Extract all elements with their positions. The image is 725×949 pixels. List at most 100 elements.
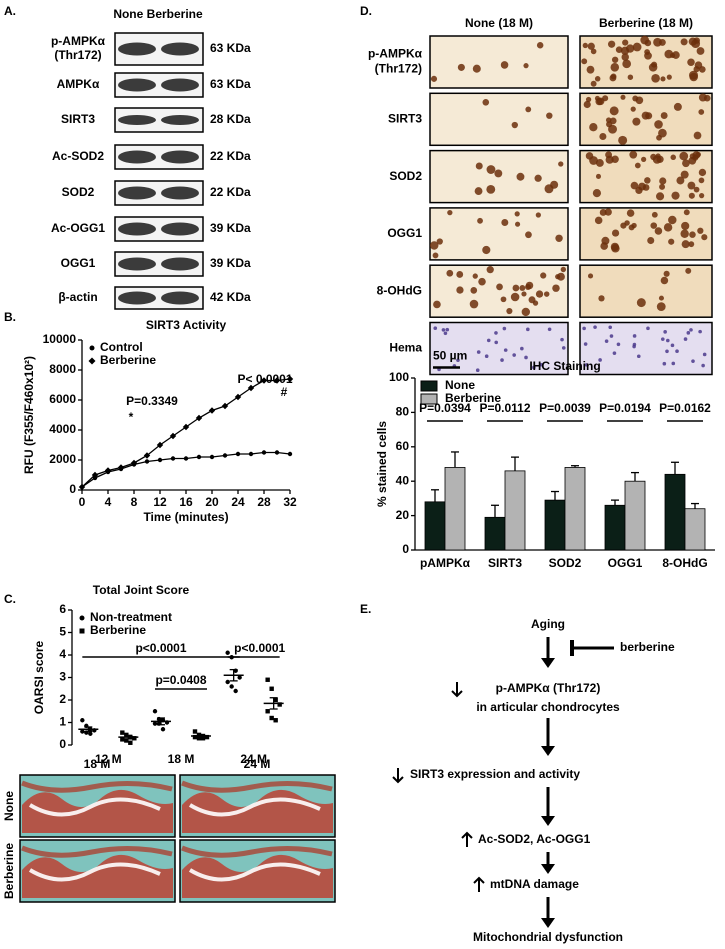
blot-label: β-actin (58, 290, 97, 304)
ihc-cell (526, 327, 530, 332)
ihc-cell (686, 331, 691, 335)
blot-band (118, 150, 156, 164)
y-tick-label: 4 (59, 647, 66, 661)
ihc-cell (624, 220, 630, 226)
x-tick-label: 28 (257, 495, 271, 509)
blot-band (118, 115, 156, 125)
blot-band (161, 291, 199, 305)
ihc-cell (443, 331, 448, 336)
ihc-cell (600, 242, 609, 250)
annotation: P=0.0112 (479, 401, 530, 415)
histology-column: 18 M (84, 757, 111, 771)
chart-title: SIRT3 Activity (146, 318, 227, 332)
marker (269, 686, 274, 691)
marker (277, 702, 282, 707)
y-tick-label: 20 (396, 508, 410, 522)
ihc-cell (688, 192, 695, 199)
bar (664, 473, 686, 551)
marker (234, 393, 242, 401)
legend-label: None (445, 378, 475, 392)
ihc-cell (665, 338, 670, 343)
marker (260, 377, 268, 384)
ihc-cell (506, 307, 513, 315)
legend-label: Control (100, 340, 143, 354)
y-tick-label: 6000 (49, 392, 76, 406)
ihc-cell (604, 208, 612, 216)
ihc-row: p-AMPKα (368, 47, 423, 61)
ihc-cell (609, 117, 617, 125)
ihc-cell (698, 168, 707, 177)
ihc-cell (699, 193, 705, 199)
x-tick-label: 8 (131, 495, 138, 509)
marker (265, 677, 270, 682)
ihc-cell (500, 296, 507, 303)
marker (128, 740, 133, 745)
ihc-cell (512, 284, 520, 292)
marker (222, 453, 228, 458)
ihc-cell (636, 354, 641, 359)
pathway-step: SIRT3 expression and activity (410, 767, 580, 781)
x-tick-label: 12 M (95, 752, 122, 766)
ihc-cell (668, 215, 677, 225)
ihc-cell (618, 135, 628, 145)
ihc-cell (682, 159, 690, 168)
bar (504, 470, 526, 551)
marker (132, 736, 137, 741)
x-tick-label: 16 (179, 495, 193, 509)
marker (248, 451, 254, 457)
ihc-cell (688, 241, 695, 248)
ihc-cell (641, 156, 647, 162)
y-tick-label: 60 (396, 439, 410, 453)
y-tick-label: 8000 (49, 362, 76, 376)
ihc-cell (535, 290, 544, 298)
marker (209, 454, 215, 460)
ihc-cell (445, 327, 450, 332)
ihc-row: OGG1 (387, 226, 422, 240)
ihc-cell (583, 342, 588, 346)
ihc-cell (484, 354, 489, 359)
ihc-cell (429, 241, 439, 250)
marker (80, 729, 85, 734)
ihc-cell (584, 363, 589, 367)
marker (160, 727, 166, 732)
blot-band (161, 257, 199, 271)
ihc-cell (620, 94, 626, 100)
blot-band (161, 78, 199, 92)
ihc-cell (621, 53, 629, 61)
panel-label: E. (360, 602, 371, 616)
ihc-cell (605, 151, 613, 159)
ihc-cell (470, 287, 478, 294)
marker (195, 414, 203, 422)
marker (225, 650, 230, 655)
ihc-cell (501, 219, 509, 226)
ihc-cell (590, 48, 597, 55)
ihc-cell (447, 209, 453, 216)
chart-title: IHC Staining (529, 359, 600, 373)
ihc-cell (496, 283, 503, 291)
change-arrowhead (392, 776, 404, 784)
ihc-column: Berberine (18 M) (599, 16, 693, 30)
ihc-cell (632, 42, 642, 52)
ihc-cell (595, 159, 604, 167)
ihc-cell (665, 349, 669, 354)
legend-label: Non-treatment (90, 610, 172, 624)
change-arrowhead (473, 876, 485, 884)
ihc-cell (651, 211, 658, 218)
ihc-cell (594, 76, 601, 82)
marker (237, 675, 242, 680)
ihc-cell (656, 134, 662, 141)
ihc-cell (536, 41, 544, 49)
ihc-cell (432, 252, 439, 259)
ihc-cell (512, 353, 516, 357)
ihc-cell (630, 181, 639, 190)
histology-column: 24 M (244, 757, 271, 771)
x-tick-label: pAMPKα (420, 556, 471, 570)
ihc-cell (543, 291, 550, 297)
ihc-cell (698, 66, 706, 73)
blot-band (118, 291, 156, 305)
ihc-row: SIRT3 (388, 111, 422, 125)
annotation: p<0.0001 (234, 641, 285, 655)
x-tick-label: SOD2 (549, 556, 582, 570)
x-tick-label: 20 (205, 495, 219, 509)
